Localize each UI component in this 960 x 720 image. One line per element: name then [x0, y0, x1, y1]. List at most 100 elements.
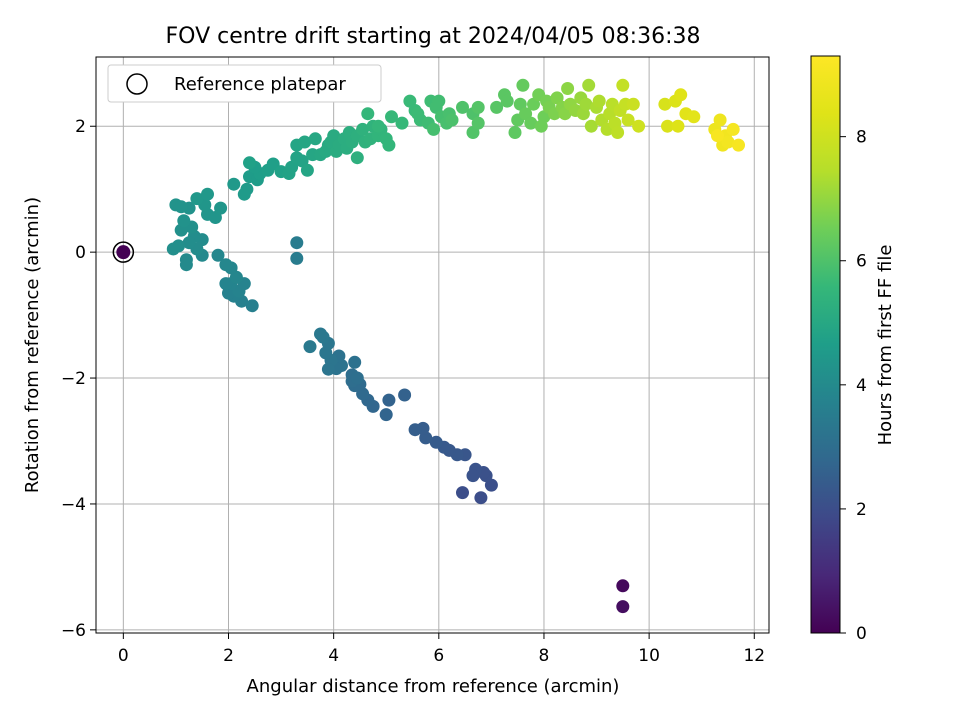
data-point [513, 97, 527, 111]
x-tick-label: 8 [539, 646, 550, 666]
data-point [561, 82, 575, 95]
data-point [395, 116, 409, 130]
data-point [356, 122, 370, 136]
data-point [671, 119, 685, 133]
data-point [245, 299, 259, 313]
legend-label: Reference platepar [174, 74, 346, 95]
data-point [500, 94, 514, 108]
data-point [524, 116, 538, 130]
colorbar-gradient [810, 55, 841, 634]
data-point [490, 100, 504, 114]
data-point [174, 200, 188, 214]
x-tick-label: 6 [433, 646, 444, 666]
data-point [687, 110, 701, 124]
data-point [350, 371, 364, 385]
data-point [219, 258, 233, 272]
x-tick-label: 0 [118, 646, 129, 666]
data-point [303, 340, 317, 354]
data-point [179, 258, 193, 272]
colorbar-label: Hours from first FF file [875, 245, 896, 446]
data-point [177, 214, 191, 228]
data-point [711, 129, 724, 143]
data-point [290, 251, 304, 265]
y-tick-label: −4 [61, 495, 86, 515]
data-point [661, 119, 674, 133]
x-axis-ticks: 0 2 4 6 8 10 12 [118, 633, 765, 666]
data-point [558, 107, 572, 121]
reference-marker [112, 241, 135, 263]
data-point [308, 132, 322, 146]
data-point [350, 151, 364, 165]
chart-title: FOV centre drift starting at 2024/04/05 … [166, 24, 701, 49]
data-point [632, 119, 646, 133]
data-point [298, 135, 312, 149]
data-points [166, 78, 745, 614]
data-point [584, 119, 598, 133]
y-tick-label: 2 [75, 117, 86, 137]
legend-marker [126, 73, 148, 95]
data-point [471, 116, 485, 130]
y-tick-label: −2 [61, 369, 86, 389]
colorbar-tick-label: 4 [856, 376, 867, 396]
data-point [721, 135, 735, 149]
data-point [616, 600, 630, 614]
data-point [314, 327, 327, 341]
reference-ring [112, 241, 135, 263]
data-point [182, 236, 196, 250]
data-point [211, 248, 225, 262]
x-tick-label: 10 [638, 646, 660, 666]
data-point [621, 113, 635, 127]
data-point [379, 408, 393, 422]
x-tick-label: 4 [328, 646, 339, 666]
data-point [408, 423, 422, 437]
y-tick-label: 0 [75, 243, 86, 263]
data-point [201, 187, 214, 201]
plot-frame [95, 56, 770, 634]
data-point [385, 110, 398, 124]
data-point [429, 435, 443, 449]
data-point [240, 182, 254, 196]
data-point [445, 113, 459, 127]
data-point [713, 113, 727, 127]
data-point [726, 122, 740, 136]
data-point [321, 362, 335, 376]
data-point [466, 469, 480, 483]
y-axis-ticks: −6 −4 −2 0 2 [61, 117, 96, 641]
data-point [592, 94, 606, 108]
data-point [432, 94, 446, 108]
legend: Reference platepar [107, 64, 382, 103]
data-point [579, 97, 593, 111]
data-point [674, 88, 688, 102]
data-point [616, 579, 630, 593]
data-point [484, 478, 498, 492]
colorbar-tick-label: 8 [856, 128, 867, 148]
data-point [290, 236, 304, 250]
data-point [456, 486, 469, 500]
grid-lines [96, 57, 769, 633]
colorbar-tick-label: 0 [856, 624, 867, 644]
data-point [474, 491, 488, 505]
colorbar-tick-label: 6 [856, 252, 867, 272]
data-point [166, 242, 180, 256]
data-point [516, 78, 530, 92]
colorbar-ticks: 0 2 4 6 8 [840, 128, 867, 644]
data-point [456, 100, 469, 114]
data-point [382, 138, 396, 152]
legend-box [107, 64, 382, 103]
data-point [361, 107, 375, 121]
colorbar: 0 2 4 6 8 Hours from first FF file [810, 55, 896, 644]
data-point [616, 78, 630, 92]
y-axis-label: Rotation from reference (arcmin) [22, 197, 43, 493]
x-axis-label: Angular distance from reference (arcmin) [247, 676, 620, 697]
data-point [471, 100, 485, 114]
x-tick-label: 12 [743, 646, 765, 666]
data-point [371, 119, 385, 133]
data-point [626, 97, 640, 111]
data-point [398, 388, 412, 402]
data-point [300, 163, 314, 177]
y-tick-label: −6 [61, 621, 86, 641]
data-point [582, 78, 596, 92]
data-point [243, 156, 256, 170]
colorbar-tick-label: 2 [856, 500, 867, 520]
